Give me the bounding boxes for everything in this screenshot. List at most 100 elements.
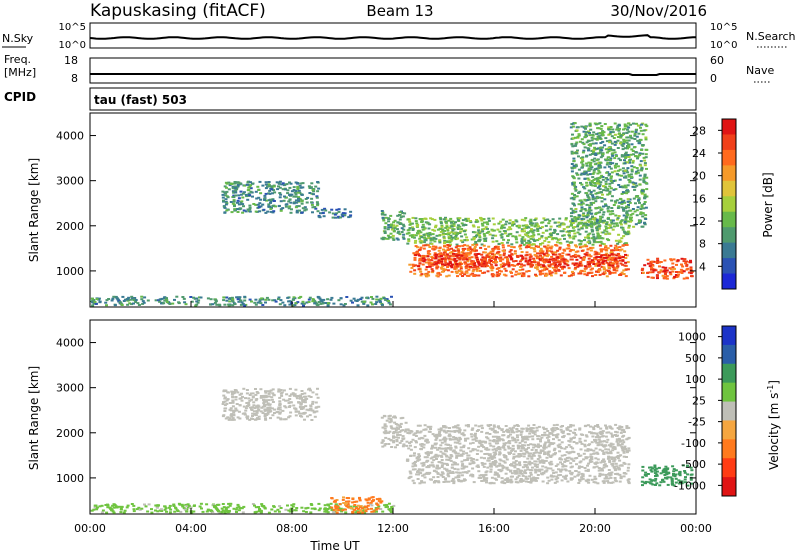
velocity-cell-2 [231,395,235,398]
power-cell-1 [256,203,260,206]
power-cell-8 [576,126,580,129]
power-cell-2 [337,208,341,211]
power-cell-8 [632,197,636,200]
velocity-cell-4 [474,432,477,435]
power-cell-8 [610,149,614,152]
power-cell-6 [594,256,598,259]
velocity-cell-2 [224,407,228,410]
velocity-cell-4 [525,448,529,451]
power-cell-4 [532,243,536,246]
power-cell-5 [573,268,577,271]
power-cell-4 [449,220,453,223]
velocity-cell-2 [288,398,292,400]
power-cell-5 [461,258,465,261]
power-cell-5 [475,243,479,246]
power-cell-3 [386,234,390,237]
cpid-label: CPID [4,90,36,104]
power-cell-8 [638,152,642,155]
power-cell-8 [599,156,603,159]
power-cell-8 [613,133,617,136]
power-cell-8 [643,196,647,199]
velocity-cell-2 [292,394,296,397]
power-cell-5 [573,253,577,256]
power-cell-4 [523,219,527,222]
power-cell-8 [645,176,649,179]
power-cell-2 [337,210,341,213]
velocity-cell-2 [250,398,254,401]
velocity-cell-3 [405,440,409,443]
velocity-cell-2 [224,417,228,420]
velocity-cell-0 [147,503,151,506]
power-cell-0 [177,301,181,304]
power-cell-8 [635,184,639,187]
power-cell-8 [570,170,574,173]
power-cell-4 [600,242,604,245]
velocity-cell-3 [401,435,405,438]
power-cell-4 [485,231,489,234]
power-cell-8 [627,156,631,158]
power-cell-8 [572,177,576,180]
power-cell-6 [504,263,508,266]
velocity-cell-2 [255,418,259,421]
power-cell-5 [518,269,522,272]
power-cell-6 [610,253,614,256]
velocity-cell-0 [286,504,289,507]
power-cell-3 [387,224,391,226]
power-cell-8 [610,195,614,198]
velocity-cell-2 [299,394,303,397]
power-cell-8 [625,210,629,213]
power-cell-4 [552,231,555,234]
power-cell-4 [608,232,612,235]
power-cell-5 [471,270,475,273]
power-cell-5 [595,270,598,273]
power-cell-6 [611,264,615,267]
power-cell-1 [256,185,260,188]
velocity-cell-2 [255,398,259,400]
power-cell-1 [222,205,226,208]
power-cell-8 [627,139,631,142]
power-cell-8 [575,129,579,132]
power-cell-8 [576,225,580,228]
velocity-cell-4 [592,428,596,431]
power-cell-4 [503,230,507,233]
velocity-cell-2 [295,397,299,400]
power-cell-5 [566,244,570,246]
power-cell-1 [266,210,270,213]
power-cell-3 [383,227,387,230]
power-cell-6 [450,266,454,269]
power-cell-5 [577,272,581,275]
power-cell-6 [557,261,561,264]
velocity-cell-4 [518,441,522,444]
power-cell-5 [579,246,582,249]
power-cell-2 [330,208,334,211]
velocity-cell-4 [596,458,600,461]
power-cell-5 [582,245,586,248]
power-cell-5 [463,261,467,264]
power-cell-7 [685,260,688,263]
power-cell-8 [623,184,627,187]
power-cell-6 [491,253,494,256]
power-cell-5 [517,273,520,276]
power-cell-4 [505,220,508,223]
power-cell-5 [459,273,463,276]
power-cell-8 [616,165,620,168]
power-cell-2 [331,212,335,215]
velocity-cell-4 [602,466,606,469]
power-cell-8 [574,218,578,221]
power-cell-5 [453,266,457,268]
power-cell-6 [473,266,477,269]
power-cell-8 [596,211,600,214]
velocity-cell-1 [364,508,367,511]
power-cell-1 [278,186,282,189]
power-cell-8 [609,210,613,213]
power-cell-8 [586,177,590,180]
power-cell-4 [561,230,565,233]
power-cell-4 [561,234,565,237]
power-cell-1 [294,206,298,209]
velocity-cell-4 [415,456,419,459]
power-cell-5 [499,263,503,266]
velocity-cell-2 [259,395,263,397]
velocity-cell-4 [614,430,618,433]
power-cell-4 [559,230,563,233]
power-cell-8 [630,168,634,171]
